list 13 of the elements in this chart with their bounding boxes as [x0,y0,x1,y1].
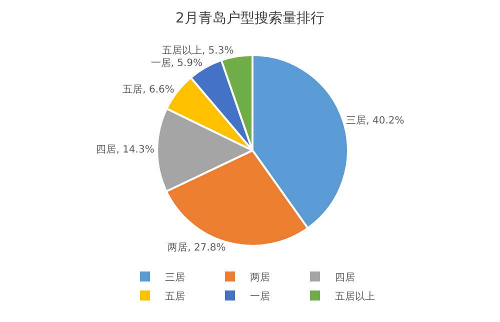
data-label: 三居, 40.2% [346,115,404,126]
legend-label: 四居 [335,272,355,284]
data-label: 一居, 5.9% [150,58,203,69]
data-label: 四居, 14.3% [96,144,154,156]
legend-label: 五居以上 [335,290,375,302]
data-label: 五居以上, 5.3% [162,44,234,56]
legend-label: 一居 [250,291,270,302]
legend-label: 五居 [165,291,185,302]
legend-label: 三居 [165,272,185,284]
data-label: 两居, 27.8% [168,242,226,254]
chart-title: 2月青岛户型搜索量排行 [176,10,324,27]
legend-label: 两居 [250,272,270,284]
data-label: 五居, 6.6% [122,84,174,96]
